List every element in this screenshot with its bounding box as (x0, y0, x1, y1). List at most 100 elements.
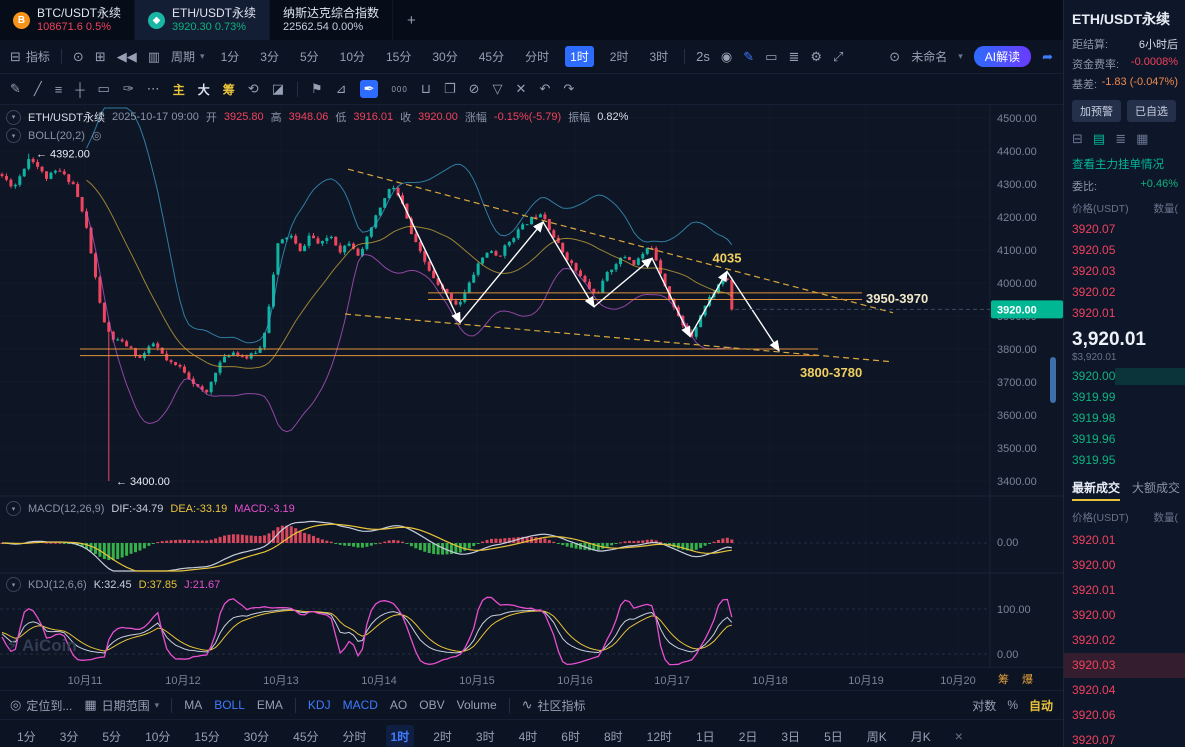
main-chart-button[interactable]: 主 (172, 82, 185, 97)
tab-large-trades[interactable]: 大额成交 (1132, 481, 1181, 495)
marker-pen-icon[interactable]: ✒ (359, 80, 379, 98)
trade-row[interactable]: 3920.01 (1072, 583, 1116, 597)
bottom-timeframe-10分[interactable]: 10分 (145, 729, 171, 744)
indicator-volume[interactable]: Volume (456, 698, 497, 712)
indicator-obv[interactable]: OBV (419, 698, 445, 712)
copy-template-icon[interactable]: ❐ (443, 81, 456, 96)
timeframe-5分[interactable]: 5分 (299, 50, 319, 64)
trendline-tool-icon[interactable]: ╱ (33, 81, 42, 96)
tab-latest-trades[interactable]: 最新成交 (1072, 479, 1121, 501)
auto-scale-button[interactable]: 自动 (1028, 698, 1053, 713)
symbol-tab[interactable]: 纳斯达克综合指数 22562.54 0.00% (270, 0, 394, 40)
indicator-macd[interactable]: MACD (342, 698, 378, 712)
bottom-timeframe-4时[interactable]: 4时 (518, 729, 538, 744)
indicator-kdj[interactable]: KDJ (307, 698, 331, 712)
chip-distribution-button[interactable]: 筹 (998, 674, 1009, 686)
timeframe-分时[interactable]: 分时 (525, 50, 550, 64)
period-dropdown[interactable]: 周期 ▾ (171, 48, 205, 65)
trade-row[interactable]: 3920.03 (1064, 653, 1185, 678)
bottom-timeframe-2日[interactable]: 2日 (738, 729, 758, 744)
settings-gear-icon[interactable]: ⚙ (810, 48, 822, 64)
bid-price-row[interactable]: 3920.00 (1064, 366, 1185, 387)
fib-lines-icon[interactable]: ≡ (54, 81, 63, 97)
collapse-chevron-icon[interactable]: ▾ (6, 128, 21, 143)
bottom-timeframe-1分[interactable]: 1分 (17, 729, 36, 744)
price-tag-icon[interactable]: ⊔ (420, 81, 431, 96)
bottom-timeframe-2时[interactable]: 2时 (433, 729, 452, 744)
bid-price-row[interactable]: 3919.96 (1072, 432, 1116, 446)
shape-tool-icon[interactable]: ▭ (97, 81, 110, 96)
trade-row[interactable]: 3920.01 (1072, 533, 1116, 547)
camera-icon[interactable]: ◉ (720, 48, 733, 64)
draw-mode-icon[interactable]: ✎ (743, 48, 755, 64)
add-alert-button[interactable]: 加预警 (1072, 100, 1121, 122)
percent-scale-button[interactable]: % (1007, 698, 1018, 712)
ai-analysis-button[interactable]: AI解读 (973, 46, 1032, 67)
bottom-timeframe-15分[interactable]: 15分 (194, 729, 220, 744)
collapse-chevron-icon[interactable]: ▾ (6, 577, 21, 592)
bottom-timeframe-30分[interactable]: 30分 (243, 729, 270, 744)
bottom-timeframe-月K[interactable]: 月K (910, 729, 931, 744)
share-icon[interactable]: ➦ (1042, 48, 1053, 64)
ask-price-row[interactable]: 3920.02 (1072, 285, 1116, 299)
log-scale-button[interactable]: 对数 (972, 698, 997, 713)
delete-icon[interactable]: ✕ (515, 81, 527, 96)
crosshair-tool-icon[interactable]: ┼ (75, 81, 85, 97)
indicator-ema[interactable]: EMA (256, 698, 283, 712)
trade-row[interactable]: 3920.04 (1072, 683, 1116, 697)
list-view-icon[interactable]: ≣ (1115, 131, 1127, 146)
bottom-timeframe-分时[interactable]: 分时 (342, 729, 367, 744)
bid-price-row[interactable]: 3919.98 (1072, 411, 1116, 425)
layout-box-icon[interactable]: ▭ (765, 48, 778, 64)
ask-price-row[interactable]: 3920.05 (1072, 243, 1116, 257)
bottom-timeframe-1日[interactable]: 1日 (696, 729, 715, 744)
depth-view-icon[interactable]: ⊟ (1072, 131, 1083, 146)
bar-count-icon[interactable]: 000 (391, 84, 408, 94)
ask-price-row[interactable]: 3920.01 (1072, 306, 1116, 320)
symbol-tab[interactable]: B BTC/USDT永续 108671.6 0.5% (0, 0, 136, 40)
main-orders-link[interactable]: 查看主力挂单情况 (1072, 159, 1164, 171)
bottom-timeframe-1时[interactable]: 1时 (385, 724, 415, 747)
bottom-timeframe-3时[interactable]: 3时 (475, 729, 495, 744)
fullscreen-icon[interactable]: ⤢ (833, 48, 844, 64)
trade-row[interactable]: 3920.07 (1072, 733, 1116, 747)
indicator-menu-button[interactable]: ⊟ 指标 (10, 48, 50, 65)
timeframe-1分[interactable]: 1分 (220, 50, 240, 64)
pencil-icon[interactable]: ✎ (10, 81, 21, 96)
layout-dropdown[interactable]: ⊙ 未命名 ▾ (889, 48, 962, 65)
candlestick-chart[interactable]: ← 4392.00 ← 3400.00 4035 3950-3970 3800-3780… (0, 105, 1063, 667)
watchlist-icon[interactable]: ≣ (788, 48, 800, 64)
rewind-icon[interactable]: ◀◀ (116, 48, 137, 64)
eye-icon[interactable]: ◎ (91, 130, 102, 142)
bottom-timeframe-3日[interactable]: 3日 (781, 729, 801, 744)
indicator-ao[interactable]: AO (389, 698, 408, 712)
flag-icon[interactable]: ⚑ (311, 81, 323, 96)
close-timeframe-bar-button[interactable]: × (954, 728, 963, 744)
timeframe-15分[interactable]: 15分 (386, 50, 412, 64)
grid-layout-icon[interactable]: ⊞ (94, 48, 106, 64)
ruler-icon[interactable]: ⊿ (335, 81, 347, 96)
trade-row[interactable]: 3920.06 (1072, 708, 1116, 722)
community-indicator-button[interactable]: ∿ 社区指标 (522, 697, 586, 714)
timeframe-3分[interactable]: 3分 (260, 50, 279, 64)
bottom-timeframe-周K[interactable]: 周K (866, 729, 887, 744)
chart-scrollbar[interactable] (1050, 357, 1056, 403)
more-tools-icon[interactable]: ⋯ (146, 81, 160, 96)
timeframe-2时[interactable]: 2时 (609, 50, 629, 64)
brush-tool-icon[interactable]: ✑ (122, 81, 134, 96)
trade-row[interactable]: 3920.00 (1072, 608, 1116, 622)
refresh-icon[interactable]: ⟲ (247, 81, 259, 96)
undo-icon[interactable]: ↶ (539, 81, 551, 96)
chart-area[interactable]: ← 4392.00 ← 3400.00 4035 3950-3970 3800-3780… (0, 105, 1063, 667)
bottom-timeframe-3分[interactable]: 3分 (59, 729, 79, 744)
indicator-ma[interactable]: MA (184, 698, 203, 712)
chart-type-icon[interactable]: ▥ (147, 48, 161, 64)
chip-chart-button[interactable]: 筹 (222, 82, 235, 97)
collapse-chevron-icon[interactable]: ▾ (6, 501, 21, 516)
symbol-tab[interactable]: ◆ ETH/USDT永续 3920.30 0.73% (135, 0, 271, 40)
favorited-button[interactable]: 已自选 (1127, 100, 1176, 122)
bottom-timeframe-5日[interactable]: 5日 (824, 729, 843, 744)
liquidation-map-button[interactable]: 爆 (1022, 674, 1033, 686)
grid-view-icon[interactable]: ▦ (1136, 131, 1149, 146)
big-chart-button[interactable]: 大 (197, 82, 210, 97)
